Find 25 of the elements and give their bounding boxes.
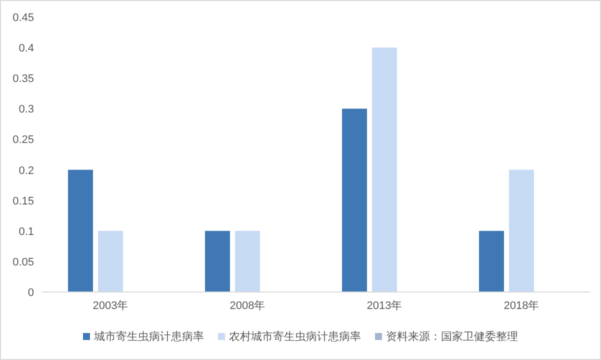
y-tick-label: 0.2	[18, 164, 34, 177]
bar	[372, 48, 397, 292]
y-tick-label: 0.05	[12, 256, 34, 268]
y-tick-label: 0.45	[12, 12, 34, 24]
y-tick-label: 0.1	[18, 226, 34, 238]
bar	[235, 230, 260, 292]
bar	[479, 230, 504, 292]
y-tick-label: 0.3	[18, 104, 34, 116]
legend-label: 城市寄生虫病计患病率	[93, 330, 204, 343]
x-tick-label: 2003年	[92, 300, 128, 312]
x-tick-label: 2018年	[504, 300, 540, 312]
x-tick-label: 2013年	[366, 300, 402, 312]
bar	[205, 230, 230, 292]
y-tick-label: 0.15	[12, 195, 34, 208]
y-tick-label: 0	[28, 287, 34, 299]
y-tick-label: 0.4	[18, 42, 34, 55]
x-tick-label: 2008年	[230, 300, 266, 312]
bar	[98, 230, 123, 292]
legend-label: 资料来源：国家卫健委整理	[386, 330, 518, 343]
bar	[509, 170, 534, 292]
legend-label: 农村城市寄生虫病计患病率	[229, 330, 361, 343]
y-tick-label: 0.35	[12, 73, 34, 86]
bar	[342, 108, 367, 292]
bar	[68, 170, 93, 292]
y-tick-label: 0.25	[12, 134, 34, 146]
